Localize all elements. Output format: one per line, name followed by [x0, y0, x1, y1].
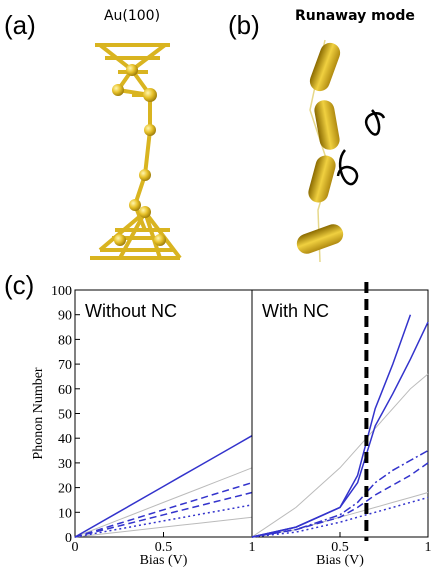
series-line [252, 451, 428, 537]
x-tick-label: 0 [72, 540, 79, 555]
y-tick-label: 50 [58, 408, 72, 423]
figure: (a) Au(100) (b) Runaway mode (c) 0 10 20 30… [0, 0, 432, 567]
y-tick-label: 100 [51, 284, 72, 299]
nanocontact-render [90, 45, 180, 258]
y-tick-label: 90 [58, 309, 72, 324]
panel-label: (a) [4, 10, 36, 40]
panel-label: (b) [228, 10, 260, 40]
y-tick-label: 80 [58, 333, 72, 348]
panel-title: With NC [262, 301, 329, 321]
y-axis-label: Phonon Number [31, 367, 46, 460]
panel-title: Runaway mode [295, 8, 415, 24]
panel-title: Au(100) [104, 8, 160, 24]
x-tick-label: 1 [249, 540, 256, 555]
series-line [252, 322, 428, 537]
x-tick-label: 1 [425, 540, 432, 555]
panel-title: Without NC [85, 301, 177, 321]
y-tick-label: 20 [58, 482, 72, 497]
x-axis-label: Bias (V) [140, 553, 188, 567]
y-tick-label: 40 [58, 432, 72, 447]
series-line [75, 483, 252, 537]
y-tick-label: 30 [58, 457, 72, 472]
y-tick-label: 10 [58, 506, 72, 521]
series-line [252, 374, 428, 537]
panel-label: (c) [4, 270, 34, 300]
x-axis-label: Bias (V) [316, 553, 364, 567]
y-tick-label: 70 [58, 358, 72, 373]
runaway-render [294, 40, 384, 262]
y-tick-label: 60 [58, 383, 72, 398]
series-line [75, 493, 252, 538]
series-line [75, 436, 252, 537]
